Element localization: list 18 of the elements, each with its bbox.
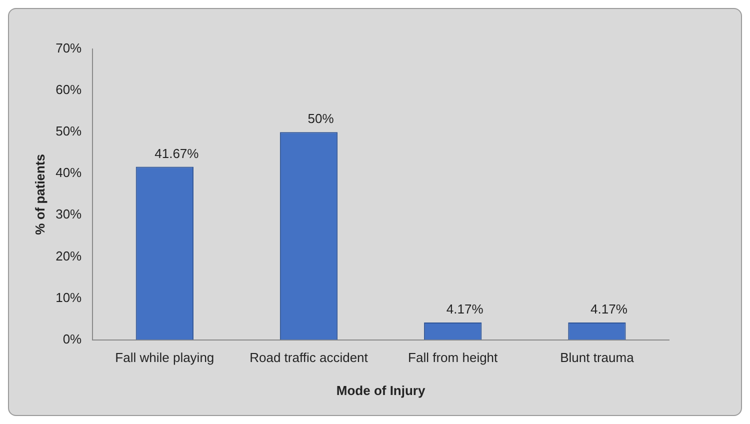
y-tick-label: 60%	[56, 82, 82, 98]
y-tick-label: 20%	[56, 248, 82, 264]
data-label: 4.17%	[590, 302, 628, 317]
data-label: 50%	[308, 111, 334, 126]
y-tick-label: 30%	[56, 206, 82, 222]
x-axis-title: Mode of Injury	[336, 382, 426, 398]
y-tick-label: 40%	[56, 165, 82, 180]
data-label: 41.67%	[154, 146, 200, 161]
y-axis-title: % of patients	[32, 154, 48, 235]
y-tick-label: 50%	[56, 124, 82, 139]
y-tick-label: 0%	[62, 331, 82, 346]
x-tick-label: Road traffic accident	[250, 350, 368, 366]
data-label: 4.17%	[446, 302, 484, 317]
x-tick-label: Fall while playing	[115, 350, 214, 366]
y-tick-label: 10%	[56, 290, 82, 305]
y-tick-label: 70%	[56, 40, 82, 56]
x-tick-label: Blunt trauma	[560, 350, 635, 366]
x-tick-label: Fall from height	[408, 350, 498, 366]
